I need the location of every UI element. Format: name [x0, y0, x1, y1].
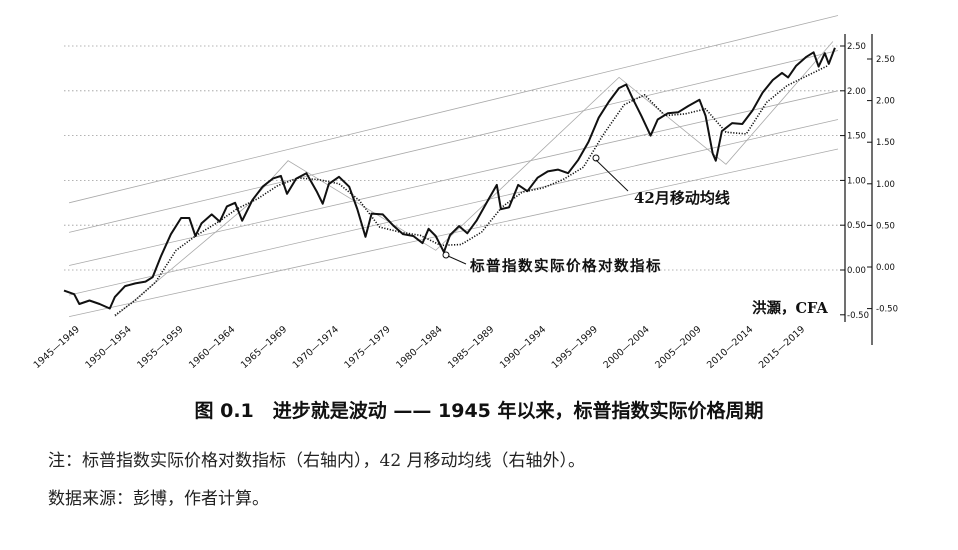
x-tick-label: 1975—1979 [342, 324, 392, 371]
inner-axis-tick-label: 0.00 [847, 266, 866, 276]
x-tick-label: 2000—2004 [601, 324, 651, 371]
index-label-leader [447, 255, 467, 265]
x-tick-label: 1995—1999 [550, 324, 600, 371]
inner-axis-tick-label: 0.50 [847, 221, 866, 231]
author-label: 洪灝，CFA [752, 300, 828, 317]
inner-axis-tick-label: 1.00 [847, 176, 866, 186]
log-index-line [63, 47, 836, 310]
ma-label: 42月移动均线 [634, 189, 730, 207]
trend-channel-line [68, 15, 839, 204]
outer-axis-tick-label: 2.50 [876, 55, 895, 65]
outer-axis-tick-label: 0.50 [876, 221, 895, 231]
figure-source: 数据来源：彭博，作者计算。 [48, 489, 269, 509]
ma-label-leader [595, 159, 629, 192]
figure-caption-title: 图 0.1 进步就是波动 —— 1945 年以来，标普指数实际价格周期 [194, 400, 764, 422]
outer-axis-tick-label: 1.50 [876, 138, 895, 148]
x-tick-label: 1960—1964 [187, 324, 237, 371]
index-label-marker [442, 251, 450, 259]
inner-axis-tick-label: 2.00 [847, 87, 866, 97]
series-layer [63, 47, 836, 316]
chart: 2.50 2.00 1.50 1.00 0.50 0.00 -0.50 2.50 2.00 1.5… [32, 15, 898, 371]
moving-average-line [114, 64, 829, 316]
inner-axis-tick-label: 2.50 [847, 42, 866, 52]
outer-axis-tick-label: 0.00 [876, 263, 895, 273]
trend-channel-line [69, 119, 839, 296]
trend-channel-line [69, 90, 839, 266]
x-tick-label: 1970—1974 [291, 324, 341, 371]
inner-axis-tick-label: -0.50 [847, 311, 869, 321]
x-tick-label: 1985—1989 [446, 324, 496, 371]
index-label: 标普指数实际价格对数指标 [469, 257, 662, 275]
envelope-line [114, 41, 834, 317]
x-tick-label: 2010—2014 [705, 324, 755, 371]
figure-note: 注：标普指数实际价格对数指标（右轴内），42 月移动均线（右轴外）。 [48, 451, 586, 471]
gridlines [64, 45, 845, 271]
x-tick-label: 1980—1984 [394, 324, 444, 371]
trend-channel-line [69, 50, 839, 233]
x-tick-label: 1990—1994 [498, 324, 548, 371]
trend-channel [68, 15, 839, 317]
annotations: 42月移动均线 标普指数实际价格对数指标 洪灝，CFA [442, 154, 828, 317]
outer-axis-tick-label: -0.50 [876, 305, 898, 315]
outer-axis-tick-label: 1.00 [876, 180, 895, 190]
x-tick-label: 2005—2009 [653, 324, 703, 371]
outer-axis-tick-label: 2.00 [876, 97, 895, 107]
ma-label-marker [592, 154, 600, 162]
axes: 2.50 2.00 1.50 1.00 0.50 0.00 -0.50 2.50 2.00 1.5… [840, 34, 898, 345]
inner-axis-tick-label: 1.50 [847, 132, 866, 142]
x-tick-label: 1945—1949 [32, 324, 82, 371]
x-tick-label: 1955—1959 [135, 324, 185, 371]
x-tick-label: 2015—2019 [757, 324, 807, 371]
x-tick-label: 1950—1954 [83, 324, 133, 371]
x-tick-label: 1965—1969 [239, 324, 289, 371]
x-axis-labels: 1945—1949 1950—1954 1955—1959 1960—1964 1965… [32, 324, 808, 371]
